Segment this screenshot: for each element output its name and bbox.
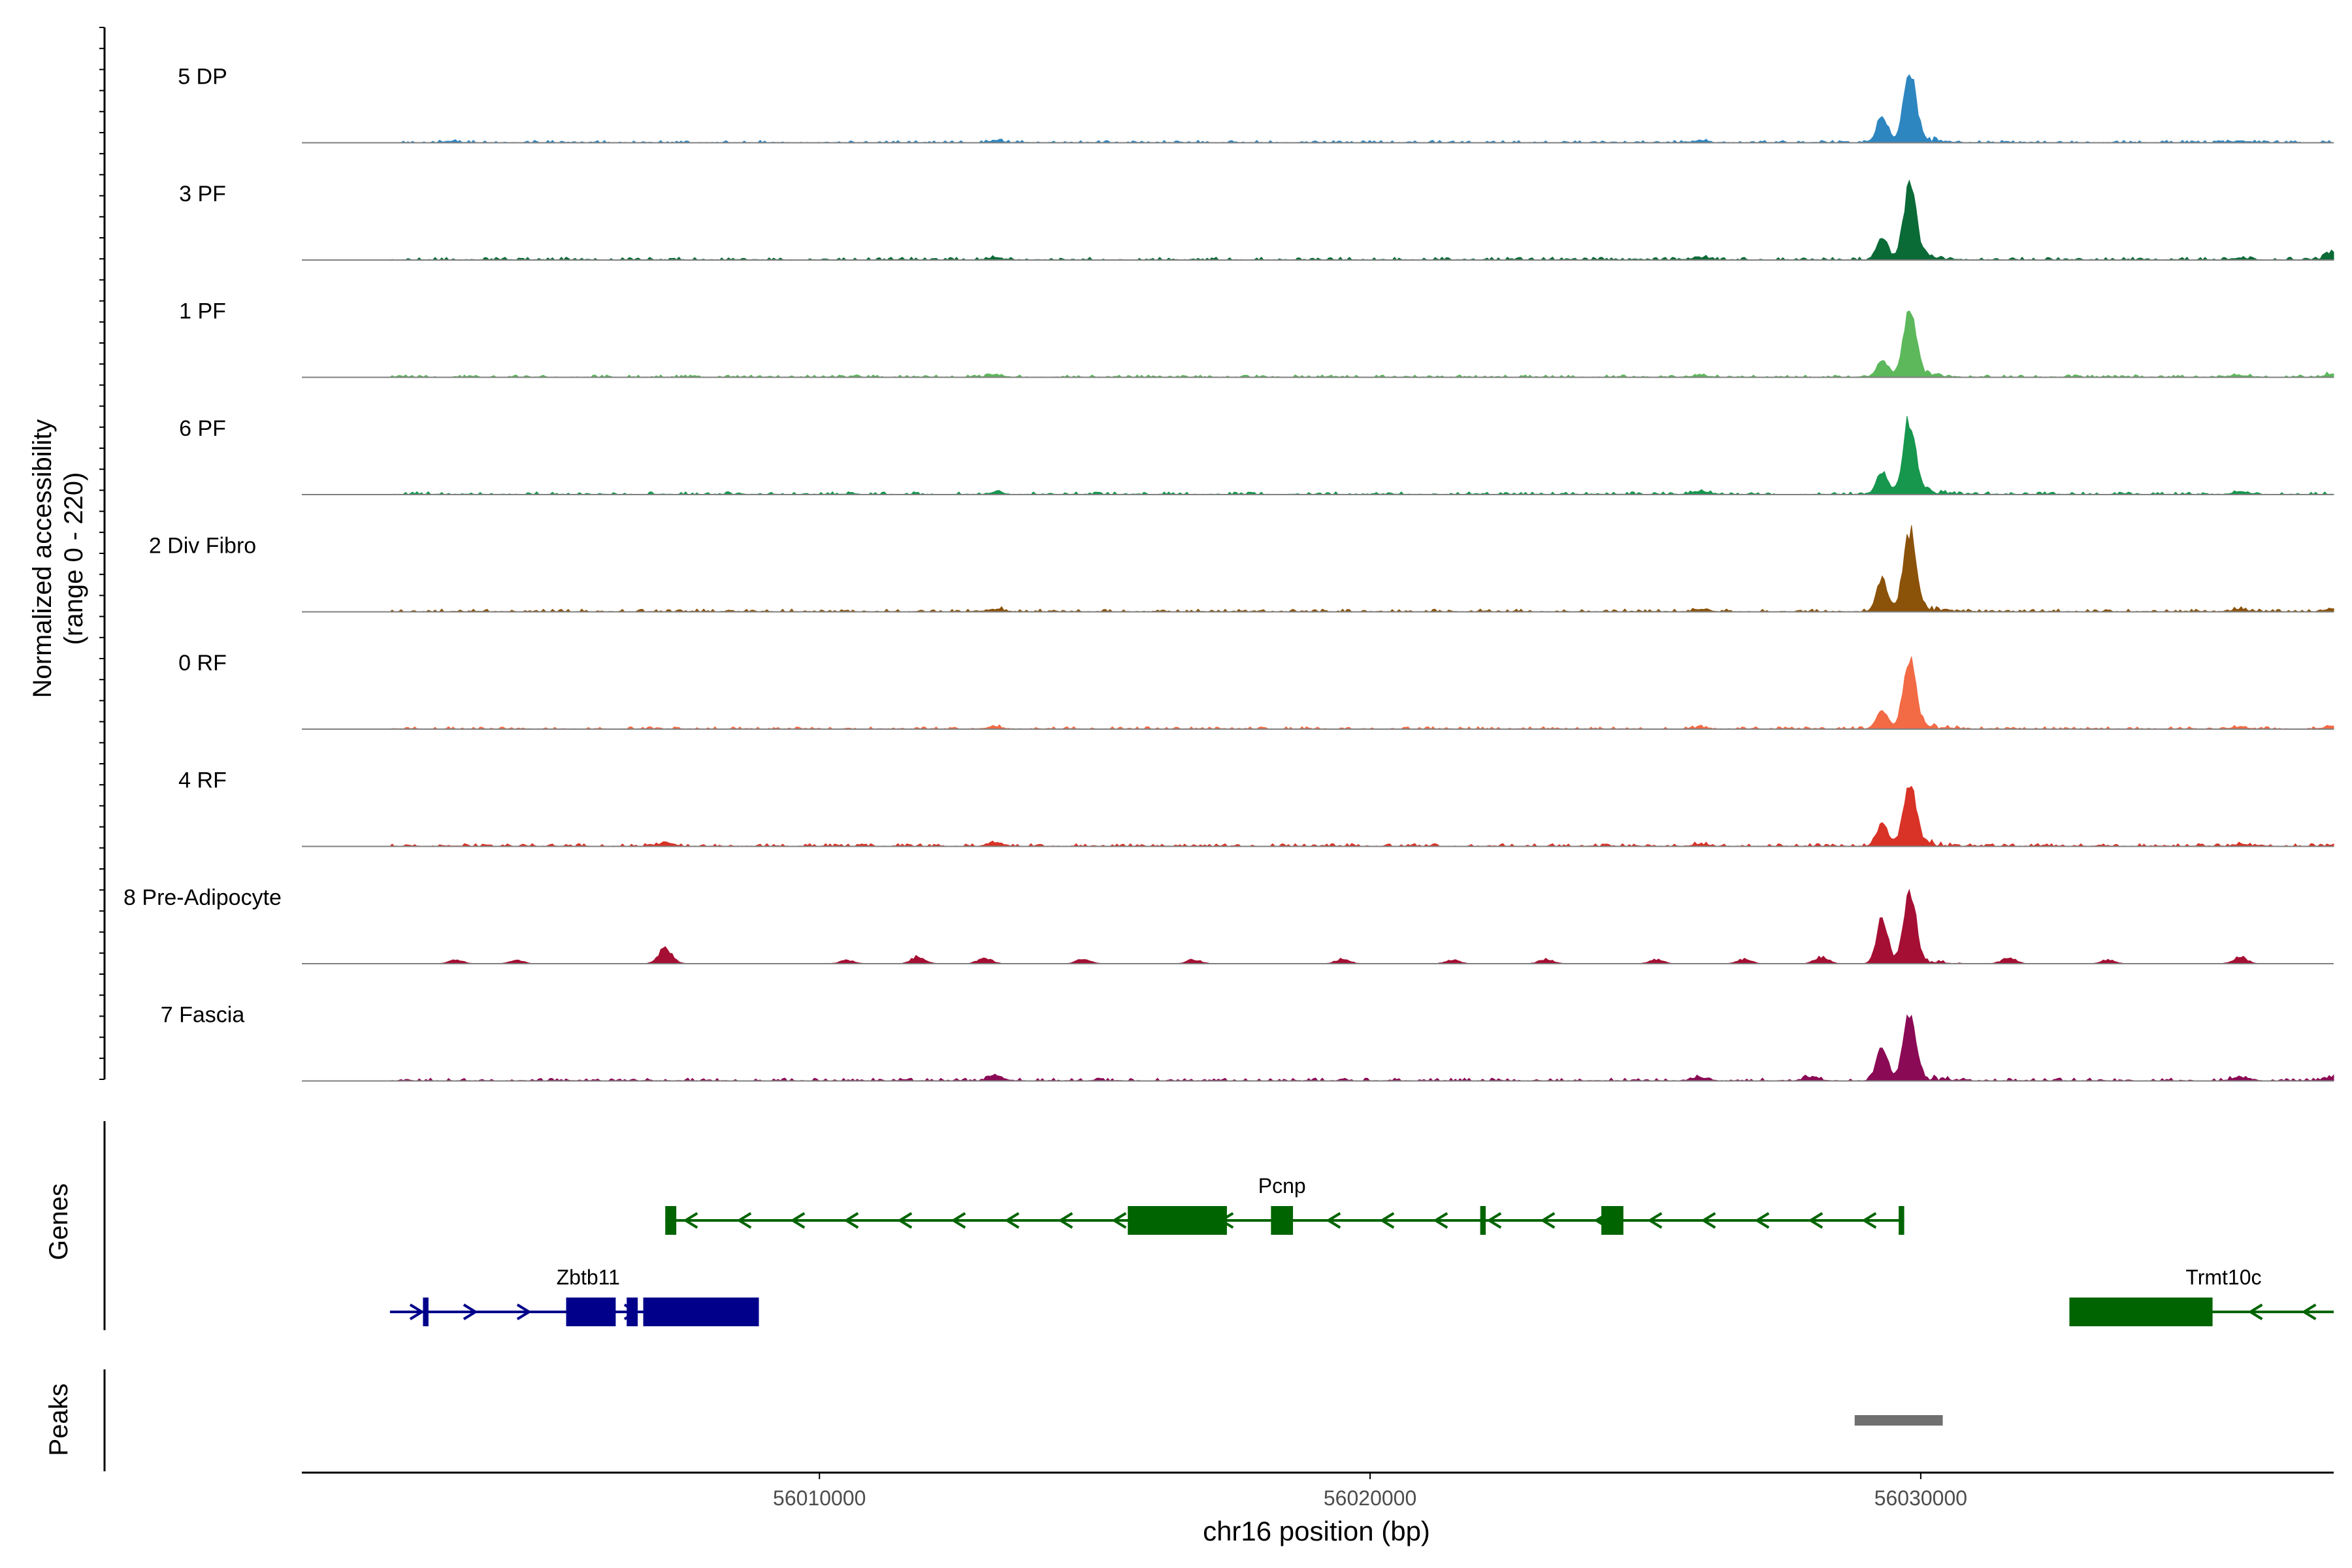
- gene-label: Pcnp: [1258, 1174, 1306, 1198]
- coverage-area: [302, 525, 2334, 613]
- x-tick-label: 56020000: [1324, 1486, 1416, 1510]
- y-axis-label-line2: (range 0 - 220): [59, 472, 88, 645]
- x-axis-label: chr16 position (bp): [1203, 1516, 1430, 1546]
- strand-arrow: [2247, 1303, 2263, 1320]
- track-label: 0 RF: [178, 651, 227, 676]
- gene-exon: [1899, 1206, 1904, 1235]
- track-label: 5 DP: [178, 65, 227, 90]
- gene-exon: [643, 1298, 759, 1326]
- strand-arrow: [790, 1212, 806, 1229]
- strand-arrow: [1379, 1212, 1395, 1229]
- gene-label: Zbtb11: [557, 1266, 620, 1289]
- strand-arrow: [897, 1212, 913, 1229]
- strand-arrow: [1540, 1212, 1556, 1229]
- gene-exon: [665, 1206, 677, 1235]
- axes: 56010000 56020000 56030000: [99, 27, 2334, 1510]
- coverage-tracks: 5 DP 3 PF 1 PF 6 PF 2 Div Fibro 0 RF 4 RF 8 Pre…: [123, 65, 2334, 1082]
- coverage-area: [302, 1014, 2334, 1082]
- strand-arrow: [1004, 1212, 1020, 1229]
- x-tick-label: 56030000: [1874, 1486, 1967, 1510]
- gene-exon: [2069, 1298, 2213, 1326]
- coverage-area: [302, 785, 2334, 847]
- strand-arrow: [1647, 1212, 1663, 1229]
- gene-zbtb11: Zbtb11: [389, 1266, 759, 1326]
- strand-arrow: [843, 1212, 859, 1229]
- gene-pcnp: Pcnp: [665, 1174, 1904, 1235]
- strand-arrow: [1326, 1212, 1341, 1229]
- coverage-area: [302, 416, 2334, 495]
- x-tick-label: 56010000: [773, 1486, 866, 1510]
- peaks-track-label: Peaks: [44, 1383, 73, 1456]
- strand-arrow: [736, 1212, 752, 1229]
- track-label: 2 Div Fibro: [149, 534, 256, 559]
- coverage-area: [302, 310, 2334, 378]
- gene-exon: [566, 1298, 616, 1326]
- coverage-area: [302, 74, 2334, 144]
- track-label: 8 Pre-Adipocyte: [123, 885, 282, 910]
- strand-arrow: [1111, 1212, 1127, 1229]
- gene-exon: [627, 1298, 638, 1326]
- strand-arrow: [1701, 1212, 1716, 1229]
- coverage-area: [302, 656, 2334, 730]
- strand-arrow: [1058, 1212, 1073, 1229]
- strand-arrow: [683, 1212, 698, 1229]
- coverage-area: [302, 889, 2334, 964]
- strand-arrow: [951, 1212, 966, 1229]
- strand-arrow: [1486, 1212, 1502, 1229]
- track-label: 7 Fascia: [161, 1003, 245, 1028]
- strand-arrow: [516, 1303, 532, 1320]
- gene-exon: [1480, 1206, 1486, 1235]
- peak-region: [1854, 1415, 1943, 1426]
- track-label: 6 PF: [179, 416, 226, 441]
- strand-arrow: [1861, 1212, 1877, 1229]
- track-label: 3 PF: [179, 182, 226, 206]
- strand-arrow: [463, 1303, 478, 1320]
- gene-exon: [1128, 1206, 1227, 1235]
- gene-exon: [423, 1298, 429, 1326]
- strand-arrow: [409, 1303, 425, 1320]
- y-axis-label-line1: Normalized accessibility: [28, 419, 57, 698]
- strand-arrow: [1433, 1212, 1448, 1229]
- strand-arrow: [1754, 1212, 1770, 1229]
- gene-label: Trmt10c: [2185, 1266, 2261, 1289]
- strand-arrow: [1808, 1212, 1823, 1229]
- peak-track: [1854, 1415, 1943, 1426]
- track-label: 4 RF: [178, 768, 227, 793]
- gene-track: Pcnp Zbtb11 Trmt10c: [389, 1174, 2334, 1326]
- gene-exon: [1601, 1206, 1624, 1235]
- gene-exon: [1271, 1206, 1294, 1235]
- gene-trmt10c: Trmt10c: [2069, 1266, 2334, 1326]
- coverage-area: [302, 179, 2334, 261]
- strand-arrow: [2301, 1303, 2317, 1320]
- track-label: 1 PF: [179, 299, 226, 324]
- genes-track-label: Genes: [44, 1183, 73, 1260]
